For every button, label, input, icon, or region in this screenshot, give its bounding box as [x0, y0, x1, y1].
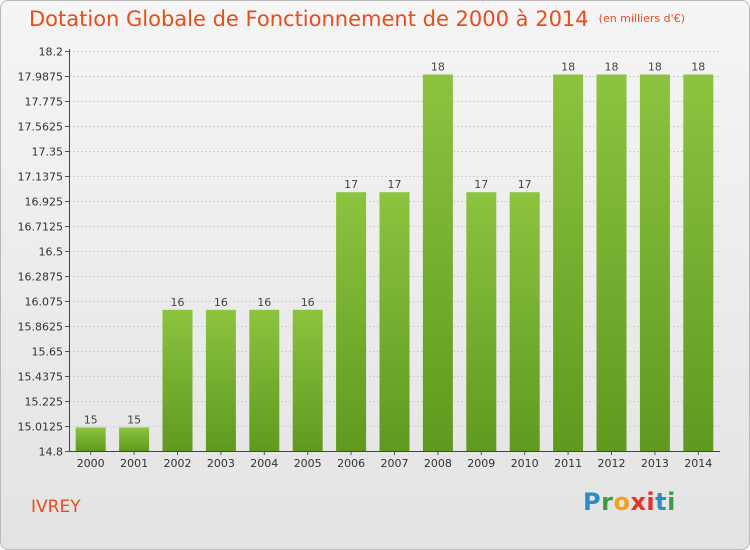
x-tick-label: 2002	[164, 457, 192, 470]
x-tick-label: 2007	[381, 457, 409, 470]
y-tick-label: 17.775	[25, 96, 64, 109]
bar-2014	[683, 74, 714, 451]
x-tick-label: 2005	[294, 457, 322, 470]
y-tick-label: 15.4375	[18, 371, 64, 384]
x-tick-label: 2000	[77, 457, 105, 470]
bar-2009	[466, 192, 497, 452]
bar-value-label: 16	[171, 296, 185, 309]
bar-value-label: 18	[431, 61, 445, 74]
proxiti-logo: Proxiti	[583, 488, 676, 516]
bar-2010	[509, 192, 540, 452]
y-tick-label: 15.65	[32, 346, 64, 359]
bar-2013	[639, 74, 670, 451]
y-tick-label: 16.5	[39, 246, 64, 259]
bar-value-label: 16	[301, 296, 315, 309]
bar-value-label: 18	[691, 61, 705, 74]
y-tick-label: 18.2	[39, 46, 64, 59]
bar-2000	[75, 427, 106, 451]
y-tick-label: 16.925	[25, 196, 64, 209]
bar-value-label: 18	[648, 61, 662, 74]
x-tick-label: 2011	[554, 457, 582, 470]
logo-letter: x	[630, 488, 647, 516]
bar-2004	[249, 309, 280, 451]
y-tick-label: 17.9875	[18, 71, 64, 84]
bar-value-label: 17	[388, 178, 402, 191]
chart-title-text: Dotation Globale de Fonctionnement de 20…	[29, 7, 589, 31]
x-tick-label: 2008	[424, 457, 452, 470]
y-tick-label: 15.8625	[18, 321, 64, 334]
bar-value-label: 16	[214, 296, 228, 309]
bar-2001	[119, 427, 150, 451]
bar-2002	[162, 309, 193, 451]
bars: 15 15 16 16 16 16 17 17 18 17 17 18 18 18 18	[75, 61, 714, 452]
bar-value-label: 17	[518, 178, 532, 191]
bar-2011	[553, 74, 584, 451]
y-tick-label: 17.35	[32, 146, 64, 159]
y-tick-label: 15.225	[25, 396, 64, 409]
commune-name: IVREY	[31, 497, 81, 517]
bar-2003	[205, 309, 236, 451]
bar-value-label: 18	[605, 61, 619, 74]
y-tick-label: 16.2875	[18, 271, 64, 284]
x-tick-label: 2009	[467, 457, 495, 470]
x-tick-label: 2001	[120, 457, 148, 470]
x-tick-label: 2014	[684, 457, 712, 470]
x-tick-label: 2004	[250, 457, 278, 470]
axes: 14.8 15.0125 15.225 15.4375 15.65 15.8625 16.0…	[18, 46, 720, 470]
bar-2008	[422, 74, 453, 451]
bar-value-label: 18	[561, 61, 575, 74]
y-tick-label: 17.1375	[18, 171, 64, 184]
bar-2006	[336, 192, 367, 452]
x-tick-label: 2003	[207, 457, 235, 470]
y-tick-label: 16.075	[25, 296, 64, 309]
x-tick-label: 2013	[641, 457, 669, 470]
logo-letter: o	[613, 488, 631, 516]
chart-subtitle: (en milliers d'€)	[598, 12, 685, 25]
bar-2012	[596, 74, 627, 451]
x-tick-label: 2012	[598, 457, 626, 470]
bar-2005	[292, 309, 323, 451]
bar-value-label: 16	[257, 296, 271, 309]
bar-value-label: 17	[344, 178, 358, 191]
bar-value-label: 15	[84, 413, 98, 426]
x-tick-label: 2006	[337, 457, 365, 470]
chart-title: Dotation Globale de Fonctionnement de 20…	[29, 7, 685, 31]
y-tick-label: 15.0125	[18, 421, 64, 434]
bar-2007	[379, 192, 410, 452]
y-tick-label: 16.7125	[18, 221, 64, 234]
logo-letter: i	[646, 488, 656, 516]
y-tick-label: 14.8	[39, 446, 64, 459]
bar-value-label: 17	[474, 178, 488, 191]
logo-letter: t	[655, 488, 668, 516]
logo-letter: r	[601, 488, 614, 516]
y-tick-label: 17.5625	[18, 121, 64, 134]
x-tick-label: 2010	[511, 457, 539, 470]
logo-letter: P	[583, 488, 602, 516]
logo-letter: i	[667, 488, 676, 516]
bar-value-label: 15	[127, 413, 141, 426]
